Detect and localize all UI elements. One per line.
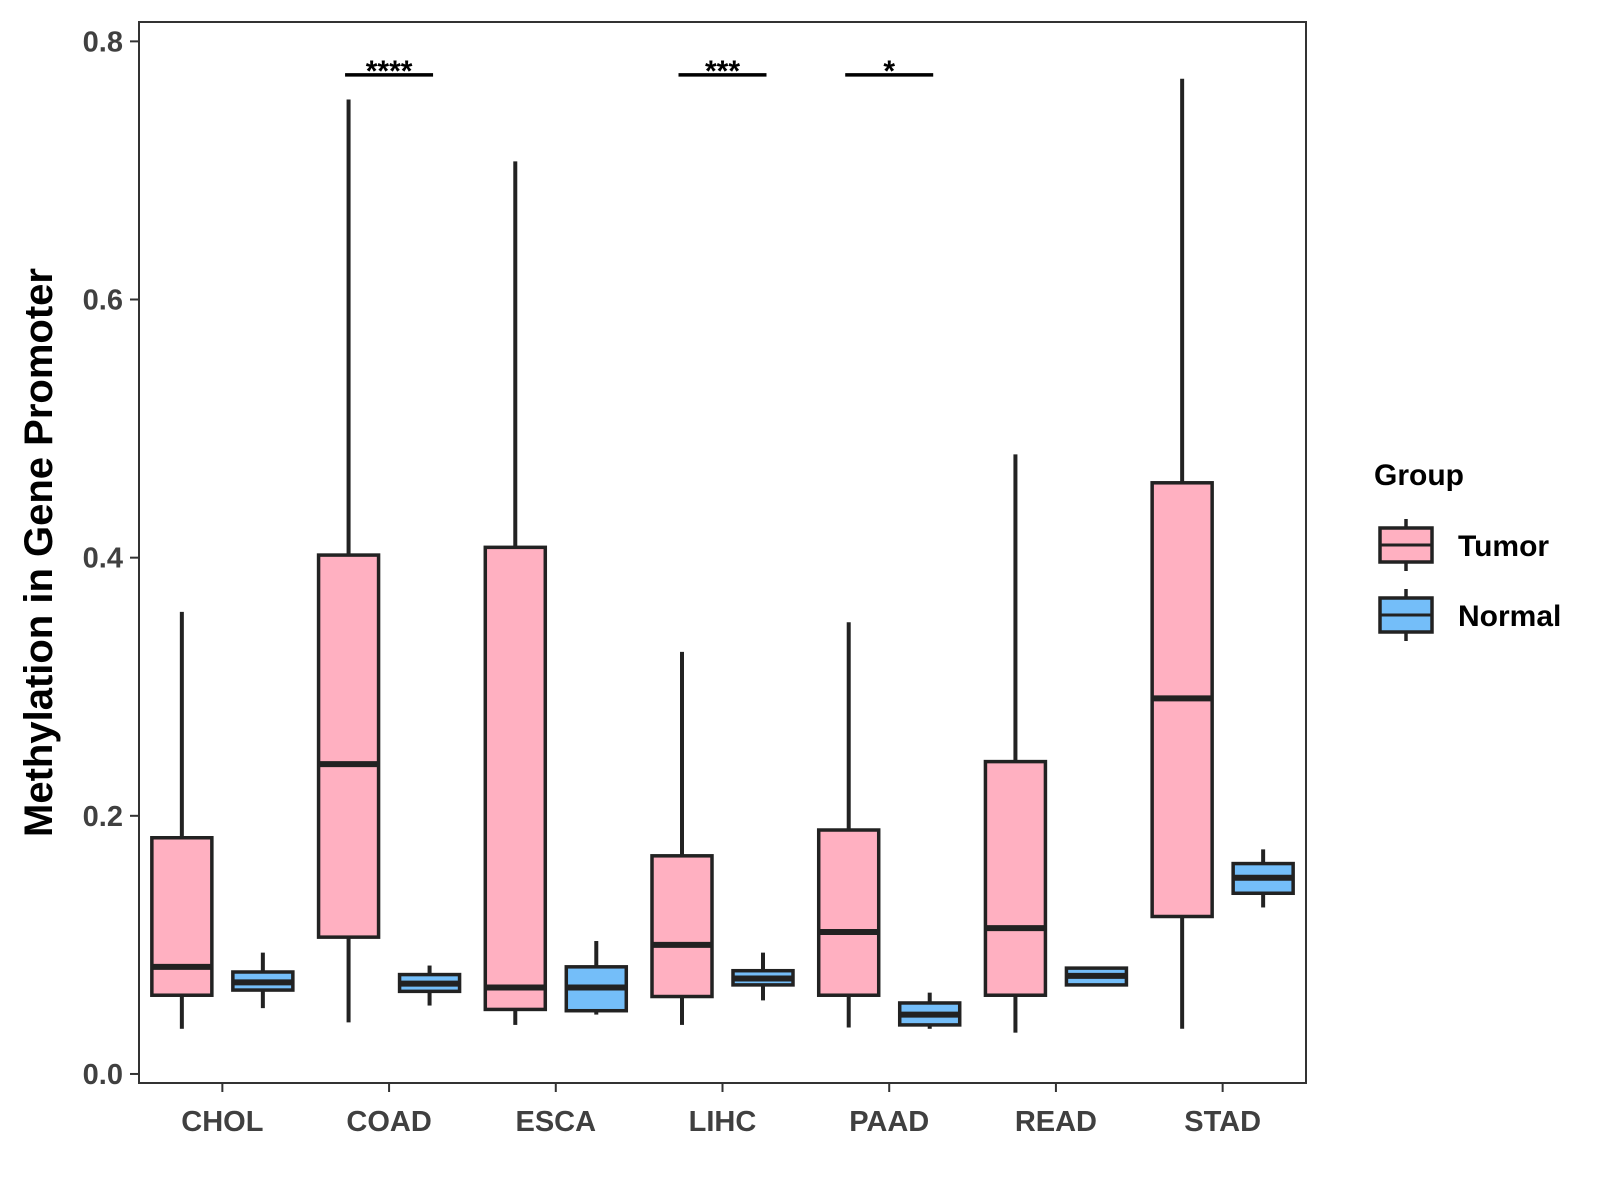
- legend: Group Tumor Normal: [1374, 459, 1561, 641]
- box-body: [483, 545, 548, 1012]
- x-tick-label: CHOL: [181, 1106, 263, 1138]
- y-tick-label: 0.4: [83, 543, 123, 575]
- x-tick-label: LIHC: [689, 1106, 757, 1138]
- x-tick-label: STAD: [1184, 1106, 1261, 1138]
- box-tumor-coad: [316, 99, 381, 1023]
- legend-title: Group: [1374, 459, 1464, 492]
- y-tick-label: 0.8: [83, 26, 123, 58]
- box-tumor-read: [983, 454, 1048, 1033]
- series-normal: [231, 849, 1295, 1029]
- box-body: [650, 854, 714, 999]
- box-normal-coad: [397, 965, 462, 1006]
- box-body: [983, 759, 1048, 997]
- legend-key-normal: [1378, 589, 1434, 641]
- significance-label: ***: [705, 55, 740, 88]
- x-tick-label: READ: [1015, 1106, 1097, 1138]
- y-axis-title: Methylation in Gene Promoter: [17, 268, 61, 837]
- significance-label: *: [883, 55, 895, 88]
- box-body: [316, 553, 381, 939]
- legend-label-normal: Normal: [1458, 600, 1561, 633]
- y-axis: 0.0 0.2 0.4 0.6 0.8: [83, 26, 139, 1091]
- y-tick-label: 0.2: [83, 801, 123, 833]
- box-tumor-chol: [150, 611, 214, 1029]
- x-tick-label: COAD: [346, 1106, 431, 1138]
- box-normal-lihc: [731, 952, 795, 1001]
- significance-label: ****: [366, 55, 413, 88]
- box-tumor-esca: [483, 161, 548, 1025]
- y-tick-label: 0.0: [83, 1059, 123, 1091]
- box-normal-stad: [1231, 849, 1295, 908]
- x-tick-label: PAAD: [849, 1106, 929, 1138]
- box-tumor-lihc: [650, 651, 714, 1025]
- box-normal-read: [1064, 966, 1129, 987]
- box-tumor-paad: [816, 622, 881, 1028]
- box-normal-paad: [897, 992, 962, 1029]
- box-tumor-stad: [1150, 78, 1214, 1029]
- box-normal-chol: [231, 952, 295, 1009]
- boxes-layer: [150, 78, 1295, 1033]
- y-tick-label: 0.6: [83, 285, 123, 317]
- box-normal-esca: [564, 941, 629, 1015]
- series-tumor: [150, 78, 1214, 1033]
- x-tick-label: ESCA: [515, 1106, 596, 1138]
- box-body: [150, 836, 214, 997]
- x-axis: CHOL COAD ESCA LIHC PAAD READ STAD: [181, 1083, 1261, 1138]
- box-body: [816, 828, 881, 997]
- legend-label-tumor: Tumor: [1458, 530, 1549, 563]
- legend-key-tumor: [1378, 519, 1434, 571]
- significance-annotations: **** *** *: [345, 55, 934, 88]
